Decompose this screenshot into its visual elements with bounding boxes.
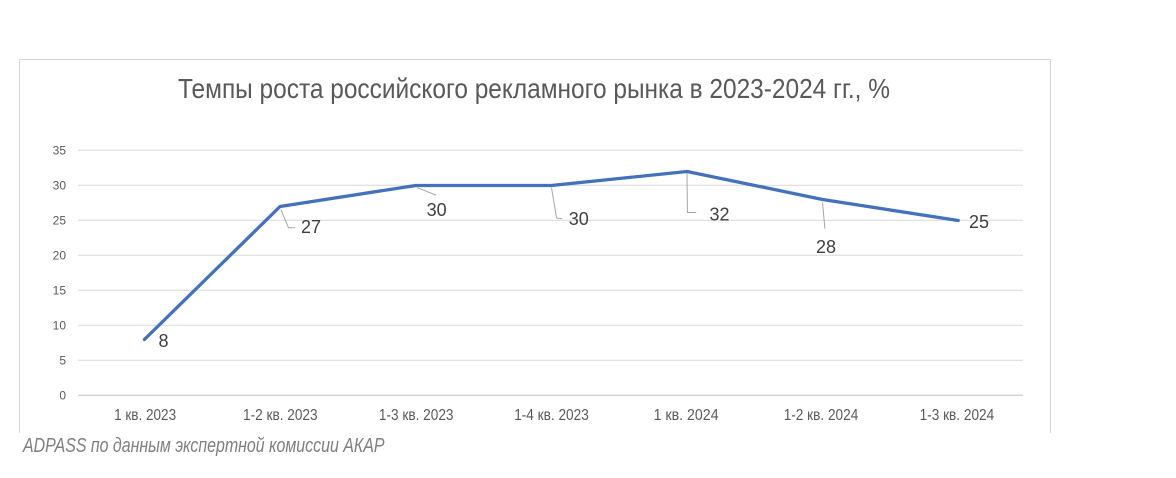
- svg-text:32: 32: [709, 205, 729, 225]
- svg-text:20: 20: [53, 249, 67, 263]
- svg-text:28: 28: [816, 237, 836, 257]
- svg-text:15: 15: [53, 284, 67, 298]
- svg-text:25: 25: [53, 214, 67, 228]
- svg-text:10: 10: [53, 319, 67, 333]
- svg-text:1-2 кв. 2023: 1-2 кв. 2023: [243, 407, 318, 424]
- svg-text:1-2 кв. 2024: 1-2 кв. 2024: [784, 407, 859, 424]
- svg-text:1-3 кв. 2023: 1-3 кв. 2023: [379, 407, 454, 424]
- svg-text:1 кв. 2024: 1 кв. 2024: [654, 407, 719, 424]
- svg-text:30: 30: [569, 209, 589, 229]
- svg-text:1-3 кв. 2024: 1-3 кв. 2024: [920, 407, 995, 424]
- svg-text:1 кв. 2023: 1 кв. 2023: [114, 407, 176, 424]
- svg-text:30: 30: [53, 179, 67, 193]
- svg-text:27: 27: [301, 217, 321, 237]
- svg-text:ADPASS по данным экспертной ко: ADPASS по данным экспертной комиссии АКА…: [22, 435, 385, 457]
- svg-text:0: 0: [59, 389, 66, 403]
- svg-text:Темпы роста российского реклам: Темпы роста российского рекламного рынка…: [178, 73, 890, 104]
- svg-text:25: 25: [969, 212, 989, 232]
- svg-text:35: 35: [53, 144, 67, 158]
- svg-text:5: 5: [59, 354, 66, 368]
- svg-text:8: 8: [158, 331, 168, 351]
- svg-text:1-4 кв. 2023: 1-4 кв. 2023: [514, 407, 589, 424]
- svg-text:30: 30: [427, 200, 447, 220]
